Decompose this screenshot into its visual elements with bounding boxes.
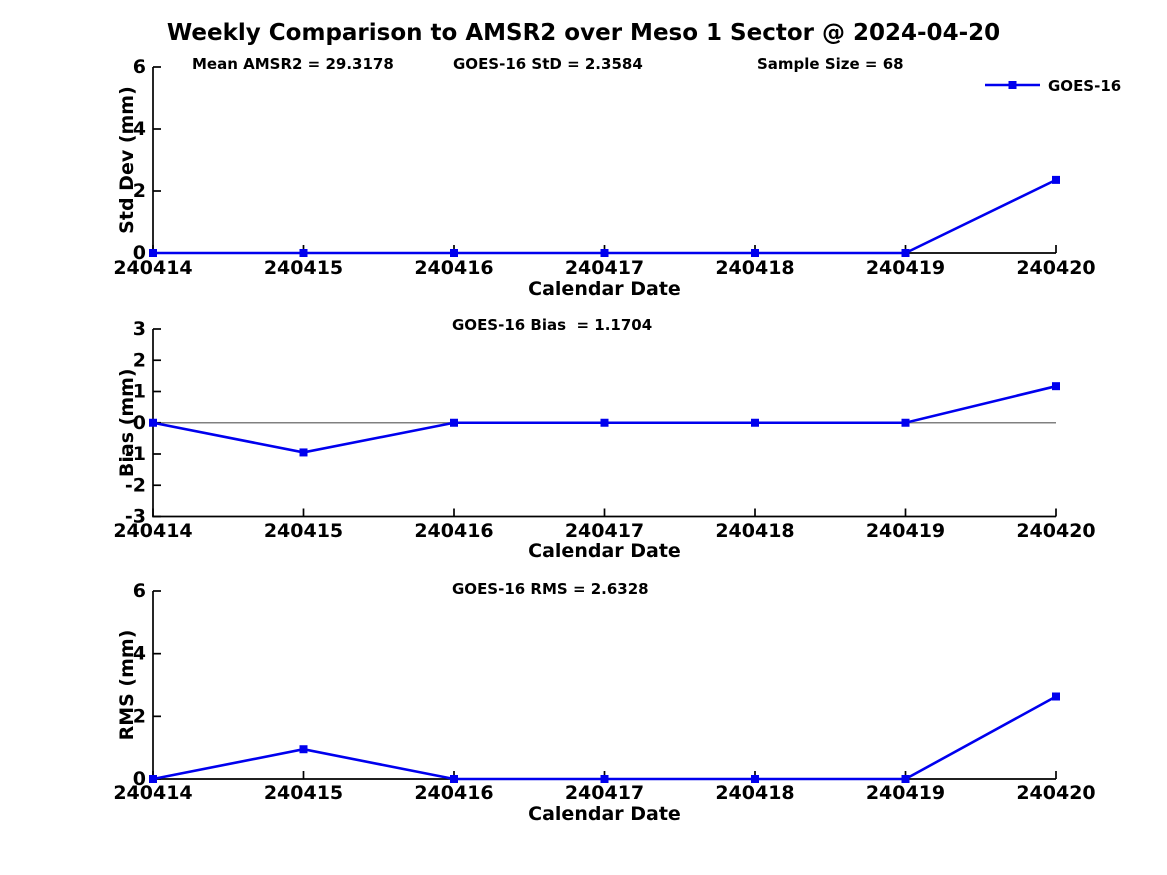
data-point-marker [901, 775, 910, 783]
y-tick-label: 6 [133, 580, 146, 602]
y-tick-label: 2 [133, 180, 146, 202]
data-point-marker [299, 448, 308, 457]
data-point-marker [600, 418, 609, 427]
data-point-marker [751, 775, 759, 783]
data-line-goes16 [152, 695, 1057, 781]
x-tick-label: 240420 [1016, 257, 1095, 279]
data-point-marker [751, 418, 759, 427]
y-tick-label: 1 [133, 381, 146, 403]
x-tick-label: 240417 [565, 782, 644, 804]
data-point-marker [1052, 692, 1060, 701]
data-point-marker [1052, 382, 1060, 391]
subplot-bias: -3 -2 -1 0 1 2 3 240414 240415 240416 240417 240418… [113, 316, 1095, 562]
data-point-marker [149, 418, 157, 427]
y-axis-label: Std Dev (mm) [116, 86, 138, 234]
annotation: GOES-16 Bias = 1.1704 [452, 316, 652, 334]
x-tick-label: 240414 [113, 782, 192, 804]
y-tick-label: 0 [133, 242, 146, 264]
y-tick-label: -3 [125, 506, 146, 528]
data-point-marker [149, 775, 157, 783]
x-tick-label: 240419 [866, 520, 945, 542]
y-tick-label: -1 [125, 443, 146, 465]
data-line-goes16 [153, 178, 1057, 255]
subplot-stddev: 0 2 4 6 240414 240415 240416 240417 240418 240419… [113, 55, 1121, 300]
x-tick-label: 240415 [264, 520, 343, 542]
data-point-marker [450, 249, 458, 257]
data-point-marker [901, 418, 910, 427]
figure-title: Weekly Comparison to AMSR2 over Meso 1 S… [166, 20, 1001, 46]
annotation: GOES-16 RMS = 2.6328 [452, 580, 649, 598]
y-tick-label: -2 [125, 474, 146, 496]
x-tick-label: 240417 [565, 257, 644, 279]
annotation: Sample Size = 68 [757, 55, 904, 73]
x-tick-label: 240418 [715, 782, 794, 804]
x-tick-label: 240416 [414, 520, 493, 542]
x-tick-label: 240418 [715, 257, 794, 279]
y-tick-label: 4 [133, 643, 146, 665]
legend: GOES-16 [985, 77, 1121, 95]
data-point-marker [299, 249, 308, 257]
y-tick-label: 2 [133, 349, 146, 371]
x-tick-label: 240416 [414, 257, 493, 279]
x-tick-label: 240420 [1016, 782, 1095, 804]
y-tick-label: 4 [133, 118, 146, 140]
legend-marker [1008, 81, 1017, 89]
y-axis-label: RMS (mm) [116, 630, 138, 741]
annotation: GOES-16 StD = 2.3584 [453, 55, 643, 73]
data-point-marker [600, 249, 609, 257]
y-tick-label: 3 [133, 318, 146, 340]
legend-label: GOES-16 [1048, 77, 1121, 95]
y-tick-label: 0 [133, 412, 146, 434]
x-tick-label: 240420 [1016, 520, 1095, 542]
data-point-marker [751, 249, 759, 257]
data-point-marker [450, 775, 458, 783]
x-tick-label: 240417 [565, 520, 644, 542]
x-tick-label: 240414 [113, 520, 192, 542]
x-tick-label: 240419 [866, 257, 945, 279]
annotation: Mean AMSR2 = 29.3178 [192, 55, 394, 73]
y-tick-label: 0 [133, 768, 146, 790]
x-tick-label: 240416 [414, 782, 493, 804]
data-point-marker [299, 745, 308, 754]
data-point-marker [600, 775, 609, 783]
data-point-marker [450, 418, 458, 427]
y-tick-label: 2 [133, 705, 146, 727]
x-axis-label: Calendar Date [528, 278, 681, 300]
y-tick-label: 6 [133, 56, 146, 78]
x-tick-label: 240418 [715, 520, 794, 542]
x-tick-label: 240414 [113, 257, 192, 279]
x-tick-label: 240415 [264, 257, 343, 279]
data-point-marker [149, 249, 157, 257]
data-point-marker [901, 249, 910, 257]
x-axis-label: Calendar Date [528, 803, 681, 825]
x-tick-label: 240415 [264, 782, 343, 804]
subplot-rms: 0 2 4 6 240414 240415 240416 240417 240418 240419… [113, 580, 1095, 825]
x-axis-label: Calendar Date [528, 540, 681, 562]
data-point-marker [1052, 175, 1060, 184]
y-axis-label: Bias (mm) [116, 368, 138, 477]
x-tick-label: 240419 [866, 782, 945, 804]
